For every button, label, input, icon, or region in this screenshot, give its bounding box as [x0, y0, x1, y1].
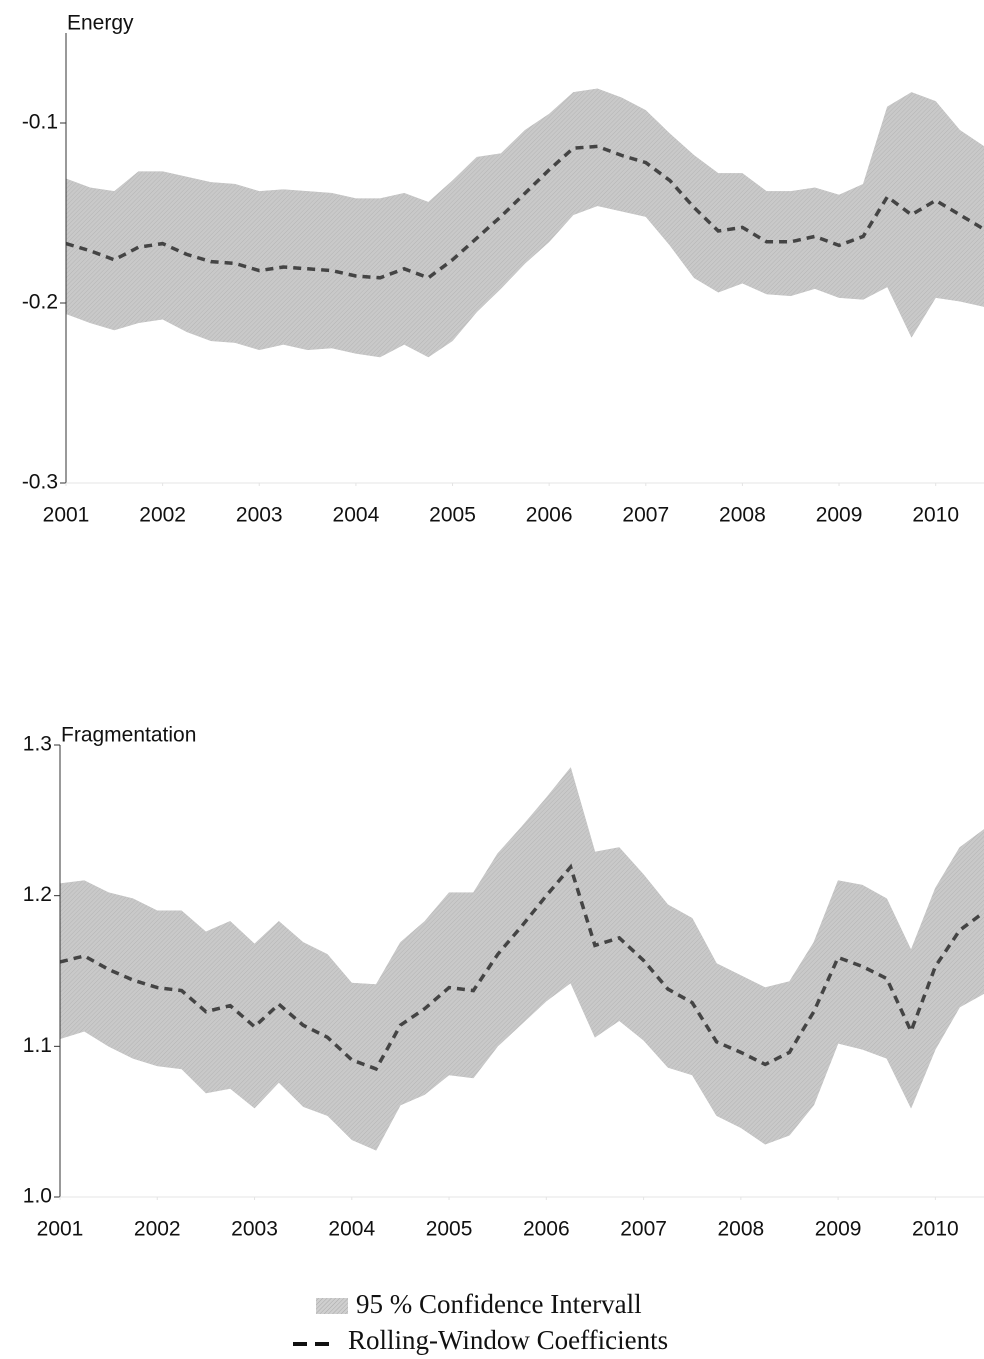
x-tick-label: 2002	[139, 504, 186, 527]
x-tick-label: 2007	[622, 504, 669, 527]
band-hatch	[60, 767, 984, 1151]
x-tick-label: 2001	[43, 504, 90, 527]
x-tick-label: 2001	[37, 1218, 84, 1241]
y-tick-label: -0.3	[22, 471, 58, 494]
y-tick-label: -0.2	[22, 291, 58, 314]
y-tick-label: 1.2	[23, 883, 52, 906]
x-tick-label: 2010	[912, 1218, 959, 1241]
legend-label: 95 % Confidence Intervall	[356, 1289, 642, 1319]
x-tick-label: 2008	[719, 504, 766, 527]
x-tick-label: 2008	[717, 1218, 764, 1241]
chart-title: Fragmentation	[61, 724, 196, 747]
x-tick-label: 2006	[523, 1218, 570, 1241]
y-tick-label: 1.0	[23, 1185, 52, 1208]
x-tick-label: 2002	[134, 1218, 181, 1241]
x-tick-label: 2009	[816, 504, 863, 527]
x-tick-label: 2009	[815, 1218, 862, 1241]
coefficient-line	[59, 863, 984, 1072]
legend-swatch-band	[316, 1298, 348, 1314]
x-tick-label: 2003	[231, 1218, 278, 1241]
band-hatch	[66, 88, 984, 358]
x-tick-label: 2005	[429, 504, 476, 527]
x-tick-label: 2010	[912, 504, 959, 527]
y-tick-label: 1.1	[23, 1034, 52, 1057]
x-tick-label: 2005	[426, 1218, 473, 1241]
x-tick-label: 2003	[236, 504, 283, 527]
coefficient-line	[65, 144, 984, 280]
y-tick-label: -0.1	[22, 111, 58, 134]
x-tick-label: 2006	[526, 504, 573, 527]
y-tick-label: 1.3	[23, 733, 52, 756]
x-tick-label: 2004	[333, 504, 380, 527]
legend-label: Rolling-Window Coefficients	[348, 1325, 668, 1355]
x-tick-label: 2004	[328, 1218, 375, 1241]
chart-title: Energy	[67, 12, 134, 35]
x-tick-label: 2007	[620, 1218, 667, 1241]
